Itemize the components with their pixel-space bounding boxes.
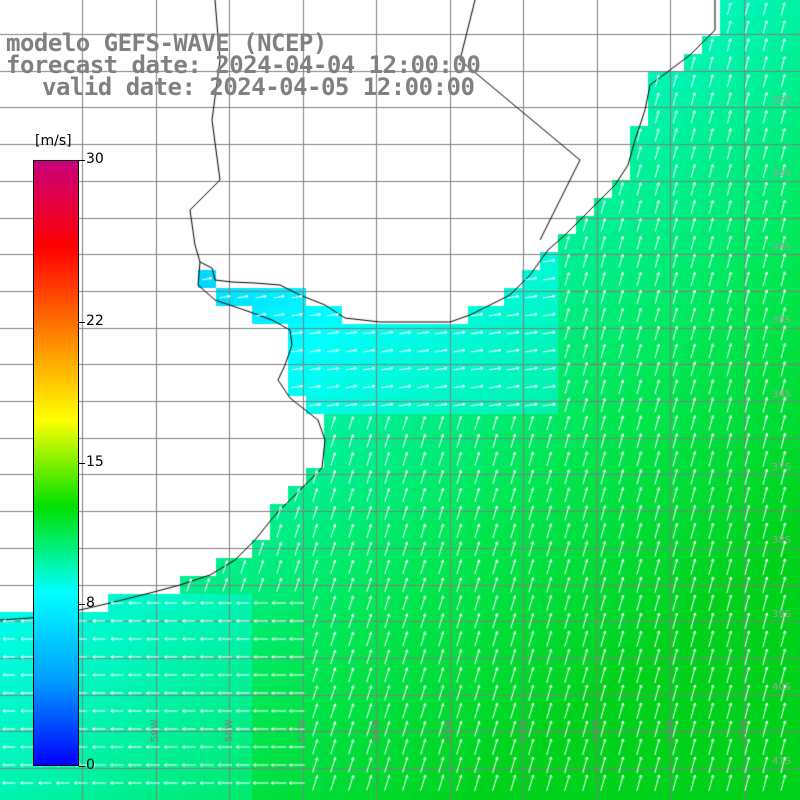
latitude-label: 37S — [772, 462, 792, 473]
latitude-label: 34S — [772, 241, 792, 253]
longitude-label: 57W — [297, 719, 308, 742]
longitude-label: 55W — [444, 719, 455, 742]
colorbar-tick-mark — [79, 160, 85, 161]
latitude-label: 41S — [772, 755, 792, 767]
colorbar-tick-label: 0 — [86, 757, 95, 773]
colorbar-tick-mark — [79, 604, 85, 606]
colorbar-tick-mark — [79, 463, 85, 464]
colorbar-tick-label: 8 — [86, 595, 95, 612]
latitude-label: 40S — [772, 682, 792, 694]
colorbar-tick-mark — [79, 766, 85, 767]
latitude-label: 35S — [772, 315, 792, 327]
longitude-label: 52W — [664, 719, 676, 742]
longitude-label: 51W — [738, 719, 749, 742]
colorbar — [33, 160, 79, 766]
colorbar-tick-label: 15 — [86, 454, 104, 470]
longitude-label: 58W — [223, 719, 235, 742]
longitude-label: 56W — [370, 719, 382, 742]
longitude-label: 53W — [591, 719, 602, 742]
latitude-label: 36S — [772, 388, 792, 400]
longitude-label: 54W — [517, 719, 529, 742]
latitude-label: 38S — [772, 535, 792, 547]
latitude-label: 32S — [772, 95, 792, 106]
map-title: modelo GEFS-WAVE (NCEP) — [6, 29, 327, 57]
colorbar-tick-label: 30 — [86, 151, 104, 167]
colorbar-tick-mark — [79, 321, 85, 323]
forecast-date: forecast date: 2024-04-04 12:00:00 — [6, 51, 481, 79]
latitude-label: 33S — [772, 168, 792, 180]
colorbar-tick-label: 22 — [86, 312, 104, 329]
colorbar-unit: [m/s] — [35, 133, 72, 149]
longitude-label: 59W — [150, 719, 161, 742]
valid-date: valid date: 2024-04-05 12:00:00 — [42, 73, 475, 101]
latitude-label: 39S — [772, 608, 792, 620]
